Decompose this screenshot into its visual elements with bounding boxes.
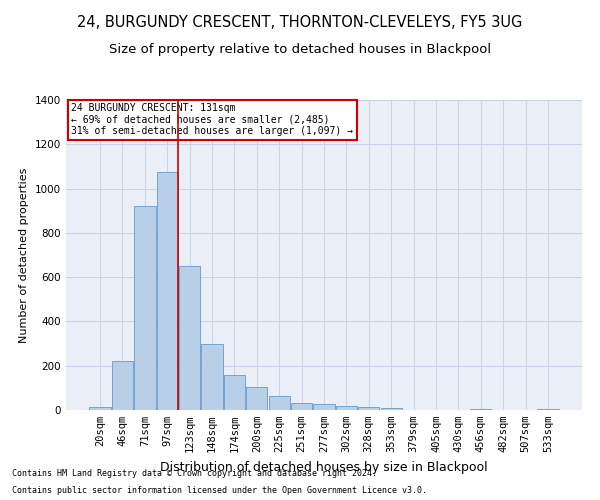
Bar xyxy=(269,396,290,410)
Bar xyxy=(336,406,357,410)
Bar xyxy=(202,344,223,410)
Bar xyxy=(313,404,335,410)
X-axis label: Distribution of detached houses by size in Blackpool: Distribution of detached houses by size … xyxy=(160,460,488,473)
Text: 24, BURGUNDY CRESCENT, THORNTON-CLEVELEYS, FY5 3UG: 24, BURGUNDY CRESCENT, THORNTON-CLEVELEY… xyxy=(77,15,523,30)
Bar xyxy=(179,266,200,410)
Bar xyxy=(380,408,402,410)
Bar xyxy=(134,206,155,410)
Bar xyxy=(89,406,111,410)
Bar xyxy=(358,406,379,410)
Bar xyxy=(157,172,178,410)
Text: Contains public sector information licensed under the Open Government Licence v3: Contains public sector information licen… xyxy=(12,486,427,495)
Text: Contains HM Land Registry data © Crown copyright and database right 2024.: Contains HM Land Registry data © Crown c… xyxy=(12,468,377,477)
Bar xyxy=(246,387,268,410)
Text: 24 BURGUNDY CRESCENT: 131sqm
← 69% of detached houses are smaller (2,485)
31% of: 24 BURGUNDY CRESCENT: 131sqm ← 69% of de… xyxy=(71,103,353,136)
Bar xyxy=(112,362,133,410)
Y-axis label: Number of detached properties: Number of detached properties xyxy=(19,168,29,342)
Bar xyxy=(224,374,245,410)
Bar xyxy=(291,404,312,410)
Bar xyxy=(470,409,491,410)
Bar xyxy=(537,409,559,410)
Text: Size of property relative to detached houses in Blackpool: Size of property relative to detached ho… xyxy=(109,42,491,56)
